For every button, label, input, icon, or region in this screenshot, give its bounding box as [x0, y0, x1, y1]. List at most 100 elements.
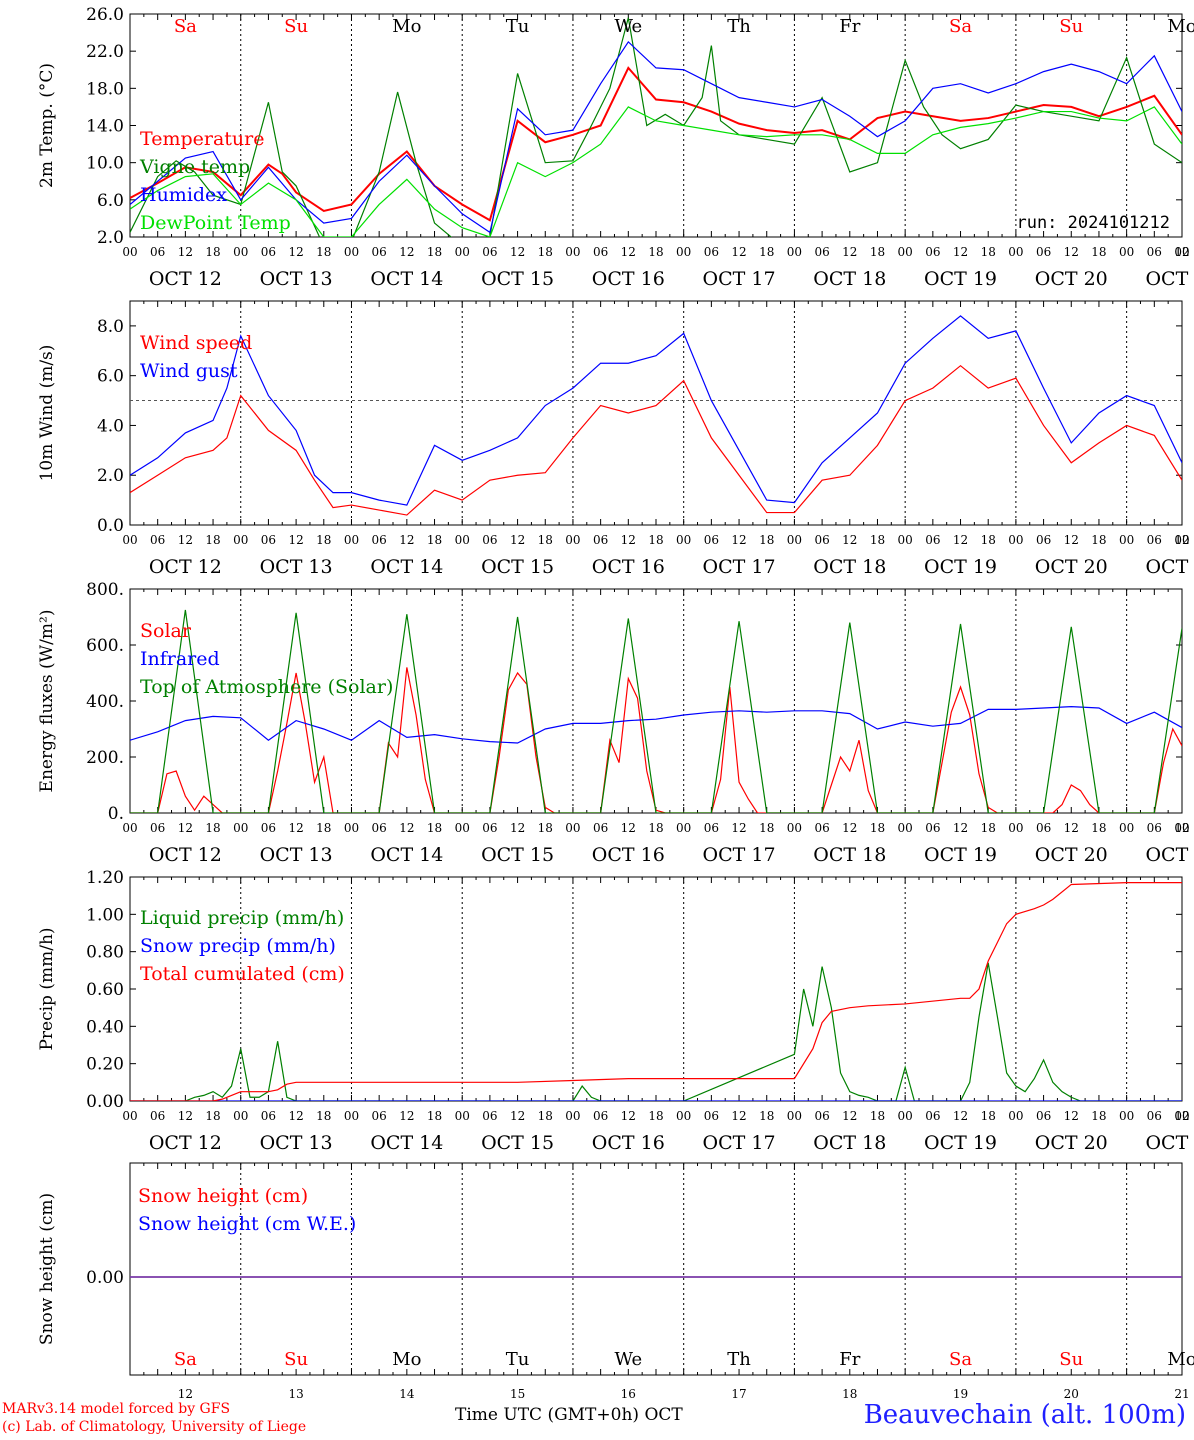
hour-tick-label: 00	[1174, 245, 1189, 259]
hour-tick-label: 18	[981, 533, 996, 547]
hour-tick-label: 18	[427, 1109, 442, 1123]
hour-tick-label: 12	[510, 821, 525, 835]
hour-tick-label: 18	[1091, 245, 1106, 259]
hour-tick-label: 18	[1091, 821, 1106, 835]
hour-tick-label: 18	[759, 821, 774, 835]
date-label: OCT 20	[1035, 556, 1108, 578]
date-label: OCT 17	[703, 844, 776, 866]
y-tick-label: 0.0	[97, 516, 124, 536]
model-line: MARv3.14 model forced by GFS	[2, 1401, 231, 1417]
hour-tick-label: 06	[593, 245, 608, 259]
hour-tick-label: 12	[1174, 1109, 1189, 1123]
hour-tick-label: 18	[648, 245, 663, 259]
hour-tick-label: 00	[122, 1109, 137, 1123]
y-tick-label: 1.20	[86, 868, 124, 888]
hour-tick-label: 18	[316, 821, 331, 835]
y-tick-label: 26.0	[86, 5, 124, 25]
date-label: OCT 18	[813, 844, 886, 866]
hour-tick-label: 18	[981, 821, 996, 835]
hour-tick-label: 18	[870, 533, 885, 547]
hour-tick-label: 00	[344, 1109, 359, 1123]
hour-tick-label: 06	[814, 1109, 829, 1123]
hour-tick-label: 00	[1119, 1109, 1134, 1123]
day-number: 15	[510, 1387, 525, 1401]
day-label: We	[614, 16, 642, 37]
y-axis-label: 2m Temp. (°C)	[37, 63, 57, 188]
hour-tick-label: 00	[455, 1109, 470, 1123]
series-line-liquid-precip-mm-h-	[130, 962, 1182, 1101]
hour-tick-label: 12	[731, 245, 746, 259]
day-label: Sa	[949, 16, 972, 37]
month-label: OCT	[644, 1405, 683, 1425]
hour-tick-label: 12	[1174, 533, 1189, 547]
hour-tick-label: 00	[122, 245, 137, 259]
day-label: Sa	[174, 1349, 197, 1370]
hour-tick-label: 12	[731, 1109, 746, 1123]
day-label: Mo	[1167, 1349, 1194, 1370]
hour-tick-label: 18	[427, 245, 442, 259]
y-tick-label: 0.60	[86, 980, 124, 1000]
hour-tick-label: 18	[205, 245, 220, 259]
series-line-top-of-atmosphere-solar-	[130, 609, 1182, 813]
hour-tick-label: 12	[288, 533, 303, 547]
hour-tick-label: 12	[399, 245, 414, 259]
day-label: Su	[1059, 1349, 1083, 1370]
hour-tick-label: 00	[676, 533, 691, 547]
hour-tick-label: 12	[1064, 1109, 1079, 1123]
hour-tick-label: 12	[1174, 245, 1189, 259]
hour-tick-label: 12	[621, 245, 636, 259]
date-label: OCT 13	[260, 844, 333, 866]
hour-tick-label: 00	[1174, 1109, 1189, 1123]
date-label: OCT 18	[813, 556, 886, 578]
hour-tick-label: 12	[178, 821, 193, 835]
hour-tick-label: 00	[565, 245, 580, 259]
hour-tick-label: 12	[731, 533, 746, 547]
hour-tick-label: 00	[787, 533, 802, 547]
hour-tick-label: 06	[150, 245, 165, 259]
hour-tick-label: 12	[731, 821, 746, 835]
hour-tick-label: 00	[676, 1109, 691, 1123]
series-line-dewpoint-temp	[130, 106, 1182, 237]
date-label: OCT 19	[924, 268, 997, 290]
day-label: Su	[284, 16, 308, 37]
date-label: OCT 13	[260, 268, 333, 290]
hour-tick-label: 00	[565, 533, 580, 547]
y-tick-label: 8.0	[97, 317, 124, 337]
date-label: OCT 21	[1145, 268, 1194, 290]
day-label: Th	[727, 16, 751, 37]
hour-tick-label: 00	[233, 245, 248, 259]
date-label: OCT 20	[1035, 844, 1108, 866]
hour-tick-label: 18	[538, 821, 553, 835]
hour-tick-label: 00	[344, 533, 359, 547]
hour-tick-label: 12	[1064, 533, 1079, 547]
legend-entry: Temperature	[140, 128, 264, 150]
date-label: OCT 15	[481, 844, 554, 866]
legend-entry: Vigne temp	[139, 156, 250, 178]
y-tick-label: 2.0	[97, 466, 124, 486]
date-label: OCT 19	[924, 1132, 997, 1154]
hour-tick-label: 00	[1119, 821, 1134, 835]
footer-credits: MARv3.14 model forced by GFS (c) Lab. of…	[2, 1400, 306, 1436]
y-tick-label: 22.0	[86, 42, 124, 62]
y-axis-label: Energy fluxes (W/m²)	[37, 610, 57, 793]
hour-tick-label: 12	[510, 245, 525, 259]
day-number: 12	[178, 1387, 193, 1401]
hour-tick-label: 06	[1147, 821, 1162, 835]
hour-tick-label: 00	[898, 245, 913, 259]
hour-tick-label: 00	[455, 245, 470, 259]
legend-entry: Total cumulated (cm)	[140, 963, 345, 985]
legend-entry: Snow precip (mm/h)	[140, 935, 336, 957]
day-number: 17	[731, 1387, 746, 1401]
hour-tick-label: 00	[898, 1109, 913, 1123]
day-number: 21	[1174, 1387, 1189, 1401]
day-number: 18	[842, 1387, 857, 1401]
date-label: OCT 13	[260, 1132, 333, 1154]
date-label: OCT 12	[149, 268, 222, 290]
y-tick-label: 4.0	[97, 416, 124, 436]
credit-line: (c) Lab. of Climatology, University of L…	[2, 1419, 307, 1435]
hour-tick-label: 00	[1008, 821, 1023, 835]
hour-tick-label: 12	[842, 245, 857, 259]
y-tick-label: 14.0	[86, 117, 124, 137]
series-line-vigne-temp	[130, 17, 1182, 237]
hour-tick-label: 12	[1064, 821, 1079, 835]
